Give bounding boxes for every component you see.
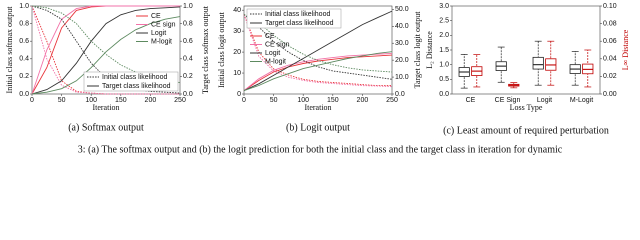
x-tick-label: 250 bbox=[386, 97, 398, 104]
y-axis-label: Initial class softmax output bbox=[5, 6, 14, 94]
x-tick-label: 0 bbox=[242, 97, 246, 104]
x-tick-label: 250 bbox=[174, 97, 186, 104]
series-line bbox=[31, 6, 181, 95]
y2-tick-label: 0.0 bbox=[395, 91, 405, 98]
y2-tick-label: 0.00 bbox=[603, 91, 617, 98]
x-tick-label: 150 bbox=[115, 97, 127, 104]
legend-label: Target class likelihood bbox=[102, 83, 171, 90]
y2-tick-label: 0.8 bbox=[183, 20, 193, 27]
series-line bbox=[31, 5, 180, 95]
legend-box bbox=[246, 8, 342, 29]
y-tick-label: 30 bbox=[233, 28, 241, 35]
y-axis-label: Initial class logit output bbox=[217, 11, 226, 88]
y-tick-label: 10 bbox=[233, 70, 241, 77]
legend-label: M-logit bbox=[265, 58, 286, 65]
x-tick-label: 0 bbox=[30, 97, 34, 104]
y-tick-label: 1.5 bbox=[439, 47, 449, 54]
y2-tick-label: 0.2 bbox=[183, 73, 193, 80]
series-line bbox=[243, 14, 393, 80]
x-tick-label: 100 bbox=[85, 97, 97, 104]
x-tick-label: 200 bbox=[145, 97, 157, 104]
y2-tick-label: 0.04 bbox=[603, 56, 617, 63]
y-tick-label: 2.0 bbox=[439, 32, 449, 39]
x-tick-label: 50 bbox=[58, 97, 66, 104]
x-axis-label: Iteration bbox=[304, 103, 331, 112]
legend-label: CE sign bbox=[151, 21, 176, 28]
y-tick-label: 0.5 bbox=[439, 76, 449, 83]
plot-frame bbox=[451, 5, 601, 95]
y-tick-label: 0.0 bbox=[19, 91, 29, 98]
y2-tick-label: 50.0 bbox=[395, 6, 409, 13]
y-tick-label: 1.0 bbox=[439, 62, 449, 69]
x-tick-label: 50 bbox=[270, 97, 278, 104]
legend-label: CE sign bbox=[265, 41, 290, 48]
y-axis-label: L₂ Distance bbox=[425, 31, 434, 69]
series-line bbox=[243, 14, 392, 87]
y2-tick-label: 10.0 bbox=[395, 74, 409, 81]
legend-label: Target class likelihood bbox=[265, 20, 334, 27]
x-axis-label: Loss Type bbox=[510, 103, 543, 112]
y2-tick-label: 0.6 bbox=[183, 38, 193, 45]
box bbox=[532, 56, 544, 70]
y-tick-label: 0.6 bbox=[19, 38, 29, 45]
y2-axis-label: Target class softmax output bbox=[201, 5, 210, 94]
y2-tick-label: 0.08 bbox=[603, 20, 617, 27]
x-tick-label: CE Sign bbox=[495, 97, 521, 104]
y-tick-label: 20 bbox=[233, 49, 241, 56]
legend-label: Initial class likelihood bbox=[265, 11, 330, 18]
figure: 3: (a) The softmax output and (b) the lo… bbox=[5, 3, 630, 155]
y2-tick-label: 30.0 bbox=[395, 40, 409, 47]
y2-tick-label: 0.4 bbox=[183, 56, 193, 63]
y2-tick-label: 0.10 bbox=[603, 3, 617, 10]
subcaption: (a) Softmax output bbox=[68, 122, 144, 133]
legend-label: Logit bbox=[151, 30, 166, 37]
plot-frame bbox=[243, 5, 393, 95]
legend-label: M-logit bbox=[151, 38, 172, 45]
series-line bbox=[243, 14, 393, 88]
y2-tick-label: 20.0 bbox=[395, 57, 409, 64]
legend-box bbox=[83, 71, 179, 92]
y2-axis-label: Target class logit output bbox=[413, 11, 422, 89]
y2-tick-label: 0.0 bbox=[183, 91, 193, 98]
series-line bbox=[31, 5, 180, 95]
legend-label: CE bbox=[151, 13, 161, 20]
subcaption: (c) Least amount of required perturbatio… bbox=[443, 125, 609, 136]
x-tick-label: 200 bbox=[357, 97, 369, 104]
y-tick-label: 1.0 bbox=[19, 3, 29, 10]
y-tick-label: 0.0 bbox=[439, 91, 449, 98]
y2-tick-label: 0.02 bbox=[603, 73, 617, 80]
series-line bbox=[243, 14, 393, 73]
subcaption: (b) Logit output bbox=[286, 122, 350, 133]
y-tick-label: 0.8 bbox=[19, 20, 29, 27]
x-tick-label: CE bbox=[466, 97, 476, 104]
series-line bbox=[243, 10, 393, 92]
x-tick-label: 150 bbox=[327, 97, 339, 104]
figure-caption: 3: (a) The softmax output and (b) the lo… bbox=[78, 144, 563, 155]
y-tick-label: 2.5 bbox=[439, 18, 449, 25]
y-tick-label: 0 bbox=[237, 91, 241, 98]
x-axis-label: Iteration bbox=[92, 103, 119, 112]
series-line bbox=[243, 54, 393, 91]
legend-label: Logit bbox=[265, 50, 280, 57]
y2-axis-label: L∞ Distance bbox=[621, 29, 630, 70]
legend-label: CE bbox=[265, 33, 275, 40]
x-tick-label: 100 bbox=[297, 97, 309, 104]
y2-tick-label: 0.06 bbox=[603, 38, 617, 45]
y2-tick-label: 40.0 bbox=[395, 23, 409, 30]
x-tick-label: Logit bbox=[537, 97, 552, 104]
y2-tick-label: 1.0 bbox=[183, 3, 193, 10]
y-tick-label: 0.4 bbox=[19, 56, 29, 63]
y-tick-label: 40 bbox=[233, 7, 241, 14]
y-tick-label: 0.2 bbox=[19, 73, 29, 80]
y-tick-label: 3.0 bbox=[439, 3, 449, 10]
legend-label: Initial class likelihood bbox=[102, 74, 167, 81]
x-tick-label: M-Logit bbox=[570, 97, 593, 104]
series-line bbox=[31, 16, 181, 95]
series-line bbox=[243, 51, 393, 92]
